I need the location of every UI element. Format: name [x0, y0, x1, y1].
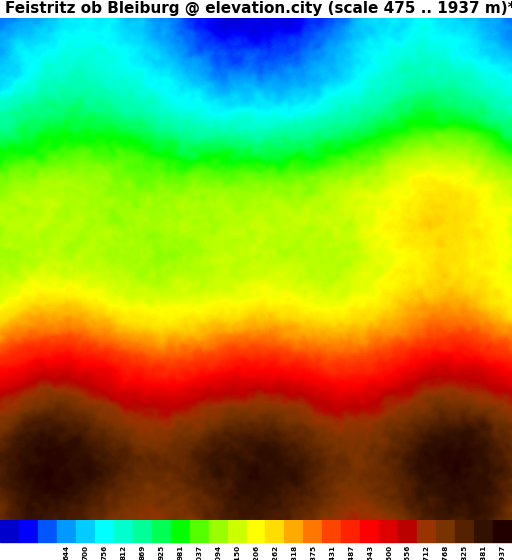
- Bar: [436, 520, 455, 542]
- Text: 1037: 1037: [196, 545, 202, 560]
- Text: 1318: 1318: [291, 545, 297, 560]
- Text: 644: 644: [63, 545, 69, 560]
- Text: 1543: 1543: [367, 545, 373, 560]
- Text: 1600: 1600: [386, 545, 392, 560]
- Bar: [493, 520, 512, 542]
- Text: 1375: 1375: [310, 545, 316, 560]
- Bar: [342, 520, 360, 542]
- Bar: [227, 520, 246, 542]
- Text: 1825: 1825: [462, 545, 467, 560]
- Bar: [246, 520, 266, 542]
- Text: 756: 756: [101, 545, 108, 560]
- Text: 1768: 1768: [443, 545, 449, 560]
- Bar: [0, 520, 19, 542]
- Text: 700: 700: [82, 545, 89, 560]
- Bar: [114, 520, 133, 542]
- Text: 812: 812: [120, 545, 126, 560]
- Text: 1150: 1150: [234, 545, 240, 560]
- Bar: [398, 520, 417, 542]
- Bar: [474, 520, 493, 542]
- Bar: [38, 520, 57, 542]
- Text: 981: 981: [177, 545, 183, 560]
- Text: 1094: 1094: [215, 545, 221, 560]
- Bar: [19, 520, 38, 542]
- Text: 1206: 1206: [253, 545, 259, 560]
- Bar: [170, 520, 189, 542]
- Text: 531: 531: [26, 545, 31, 560]
- Text: 1262: 1262: [272, 545, 278, 560]
- Text: 1712: 1712: [423, 545, 430, 560]
- Text: 475: 475: [7, 545, 12, 560]
- Bar: [304, 520, 323, 542]
- Bar: [152, 520, 170, 542]
- Bar: [360, 520, 379, 542]
- Bar: [133, 520, 152, 542]
- Bar: [285, 520, 304, 542]
- Bar: [455, 520, 474, 542]
- Text: 1431: 1431: [329, 545, 335, 560]
- Text: 869: 869: [139, 545, 145, 560]
- Text: 925: 925: [158, 545, 164, 560]
- Text: Feistritz ob Bleiburg @ elevation.city (scale 475 .. 1937 m)*: Feistritz ob Bleiburg @ elevation.city (…: [5, 2, 512, 16]
- Bar: [189, 520, 208, 542]
- Text: 1881: 1881: [481, 545, 486, 560]
- Bar: [76, 520, 95, 542]
- Text: 1937: 1937: [500, 545, 505, 560]
- Bar: [379, 520, 398, 542]
- Bar: [57, 520, 76, 542]
- Text: 567: 567: [45, 545, 50, 560]
- Text: 1656: 1656: [404, 545, 411, 560]
- Bar: [323, 520, 342, 542]
- Text: 1487: 1487: [348, 545, 354, 560]
- Bar: [417, 520, 436, 542]
- Bar: [95, 520, 114, 542]
- Bar: [266, 520, 285, 542]
- Bar: [208, 520, 227, 542]
